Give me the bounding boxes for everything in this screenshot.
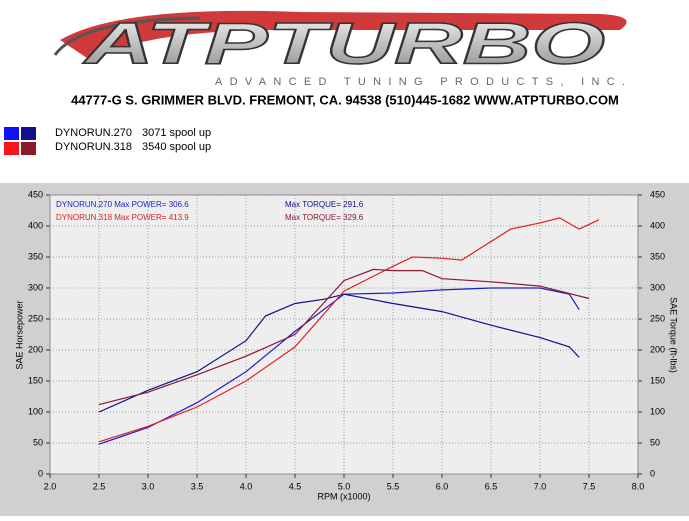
x-tick-label: 3.5 bbox=[191, 481, 204, 491]
y2-tick-label: 450 bbox=[650, 189, 665, 199]
y2-tick-label: 250 bbox=[650, 313, 665, 323]
x-tick-label: 7.0 bbox=[534, 481, 547, 491]
y2-tick-label: 50 bbox=[650, 437, 660, 447]
legend-swatch bbox=[21, 127, 36, 140]
legend-note: 3071 spool up bbox=[142, 127, 211, 139]
x-tick-label: 8.0 bbox=[632, 481, 645, 491]
series-line bbox=[98, 217, 600, 443]
x-tick-label: 4.0 bbox=[240, 481, 253, 491]
x-tick-label: 7.5 bbox=[583, 481, 596, 491]
annotation: Max TORQUE= 329.6 bbox=[285, 213, 364, 222]
logo-text: ATPTURBO bbox=[82, 11, 605, 76]
y-tick-label: 200 bbox=[28, 344, 43, 354]
y2-axis-title: SAE Torque (ft-lbs) bbox=[669, 297, 679, 373]
annotation: DYNORUN.270 Max POWER= 306.6 bbox=[56, 200, 189, 209]
y-tick-label: 100 bbox=[28, 406, 43, 416]
x-tick-label: 2.5 bbox=[93, 481, 106, 491]
legend-swatch bbox=[4, 127, 19, 140]
x-tick-label: 3.0 bbox=[142, 481, 155, 491]
x-tick-label: 6.0 bbox=[436, 481, 449, 491]
series-line bbox=[98, 268, 590, 406]
x-axis-title: RPM (x1000) bbox=[317, 491, 370, 501]
legend-run: DYNORUN.270 bbox=[55, 127, 132, 139]
legend-note: 3540 spool up bbox=[142, 141, 211, 153]
x-tick-label: 5.5 bbox=[387, 481, 400, 491]
legend-run: DYNORUN.318 bbox=[55, 141, 132, 153]
series-line bbox=[98, 293, 580, 413]
tagline: ADVANCED TUNING PRODUCTS, INC. bbox=[215, 76, 625, 88]
y-tick-label: 450 bbox=[28, 189, 43, 199]
x-tick-label: 5.0 bbox=[338, 481, 351, 491]
y2-tick-label: 0 bbox=[650, 468, 655, 478]
y2-tick-label: 100 bbox=[650, 406, 665, 416]
annotation: DYNORUN.318 Max POWER= 413.9 bbox=[56, 213, 189, 222]
y-tick-label: 250 bbox=[28, 313, 43, 323]
legend-swatch bbox=[4, 142, 19, 155]
y-tick-label: 300 bbox=[28, 282, 43, 292]
y2-tick-label: 150 bbox=[650, 375, 665, 385]
y2-tick-label: 400 bbox=[650, 220, 665, 230]
y-axis-title: SAE Horsepower bbox=[14, 300, 24, 369]
y-tick-label: 150 bbox=[28, 375, 43, 385]
y2-tick-label: 300 bbox=[650, 282, 665, 292]
x-tick-label: 2.0 bbox=[44, 481, 57, 491]
y-tick-label: 0 bbox=[38, 468, 43, 478]
series-line bbox=[98, 287, 580, 445]
y2-tick-label: 200 bbox=[650, 344, 665, 354]
y2-tick-label: 350 bbox=[650, 251, 665, 261]
y-tick-label: 350 bbox=[28, 251, 43, 261]
x-tick-label: 4.5 bbox=[289, 481, 302, 491]
x-tick-label: 6.5 bbox=[485, 481, 498, 491]
y-tick-label: 50 bbox=[33, 437, 43, 447]
address: 44777-G S. GRIMMER BLVD. FREMONT, CA. 94… bbox=[71, 92, 619, 107]
legend-swatch bbox=[21, 142, 36, 155]
annotation: Max TORQUE= 291.6 bbox=[285, 200, 364, 209]
logo: ATPTURBO ADVANCED TUNING PRODUCTS, INC. bbox=[53, 11, 627, 88]
y-tick-label: 400 bbox=[28, 220, 43, 230]
